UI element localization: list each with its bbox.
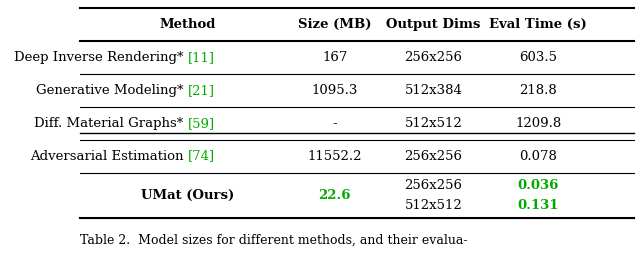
- Text: UMat (Ours): UMat (Ours): [141, 189, 234, 202]
- Text: 0.078: 0.078: [519, 149, 557, 163]
- Text: 0.036: 0.036: [518, 179, 559, 192]
- Text: [11]: [11]: [188, 51, 214, 64]
- Text: Deep Inverse Rendering*: Deep Inverse Rendering*: [14, 51, 188, 64]
- Text: 512x512: 512x512: [404, 199, 463, 212]
- Text: Method: Method: [159, 18, 216, 31]
- Text: Generative Modeling*: Generative Modeling*: [36, 84, 188, 97]
- Text: 603.5: 603.5: [519, 51, 557, 64]
- Text: 512x512: 512x512: [404, 117, 463, 130]
- Text: 256x256: 256x256: [404, 149, 463, 163]
- Text: 1209.8: 1209.8: [515, 117, 561, 130]
- Text: [21]: [21]: [188, 84, 214, 97]
- Text: 0.131: 0.131: [518, 199, 559, 212]
- Text: 218.8: 218.8: [519, 84, 557, 97]
- Text: Adversarial Estimation: Adversarial Estimation: [30, 149, 188, 163]
- Text: Table 2.  Model sizes for different methods, and their evalua-: Table 2. Model sizes for different metho…: [80, 234, 468, 247]
- Text: [59]: [59]: [188, 117, 215, 130]
- Text: Eval Time (s): Eval Time (s): [490, 18, 587, 31]
- Text: Output Dims: Output Dims: [387, 18, 481, 31]
- Text: 167: 167: [322, 51, 348, 64]
- Text: -: -: [332, 117, 337, 130]
- Text: 512x384: 512x384: [404, 84, 463, 97]
- Text: 11552.2: 11552.2: [307, 149, 362, 163]
- Text: Diff. Material Graphs*: Diff. Material Graphs*: [34, 117, 188, 130]
- Text: 256x256: 256x256: [404, 179, 463, 192]
- Text: 22.6: 22.6: [319, 189, 351, 202]
- Text: 1095.3: 1095.3: [312, 84, 358, 97]
- Text: [74]: [74]: [188, 149, 215, 163]
- Text: 256x256: 256x256: [404, 51, 463, 64]
- Text: Size (MB): Size (MB): [298, 18, 371, 31]
